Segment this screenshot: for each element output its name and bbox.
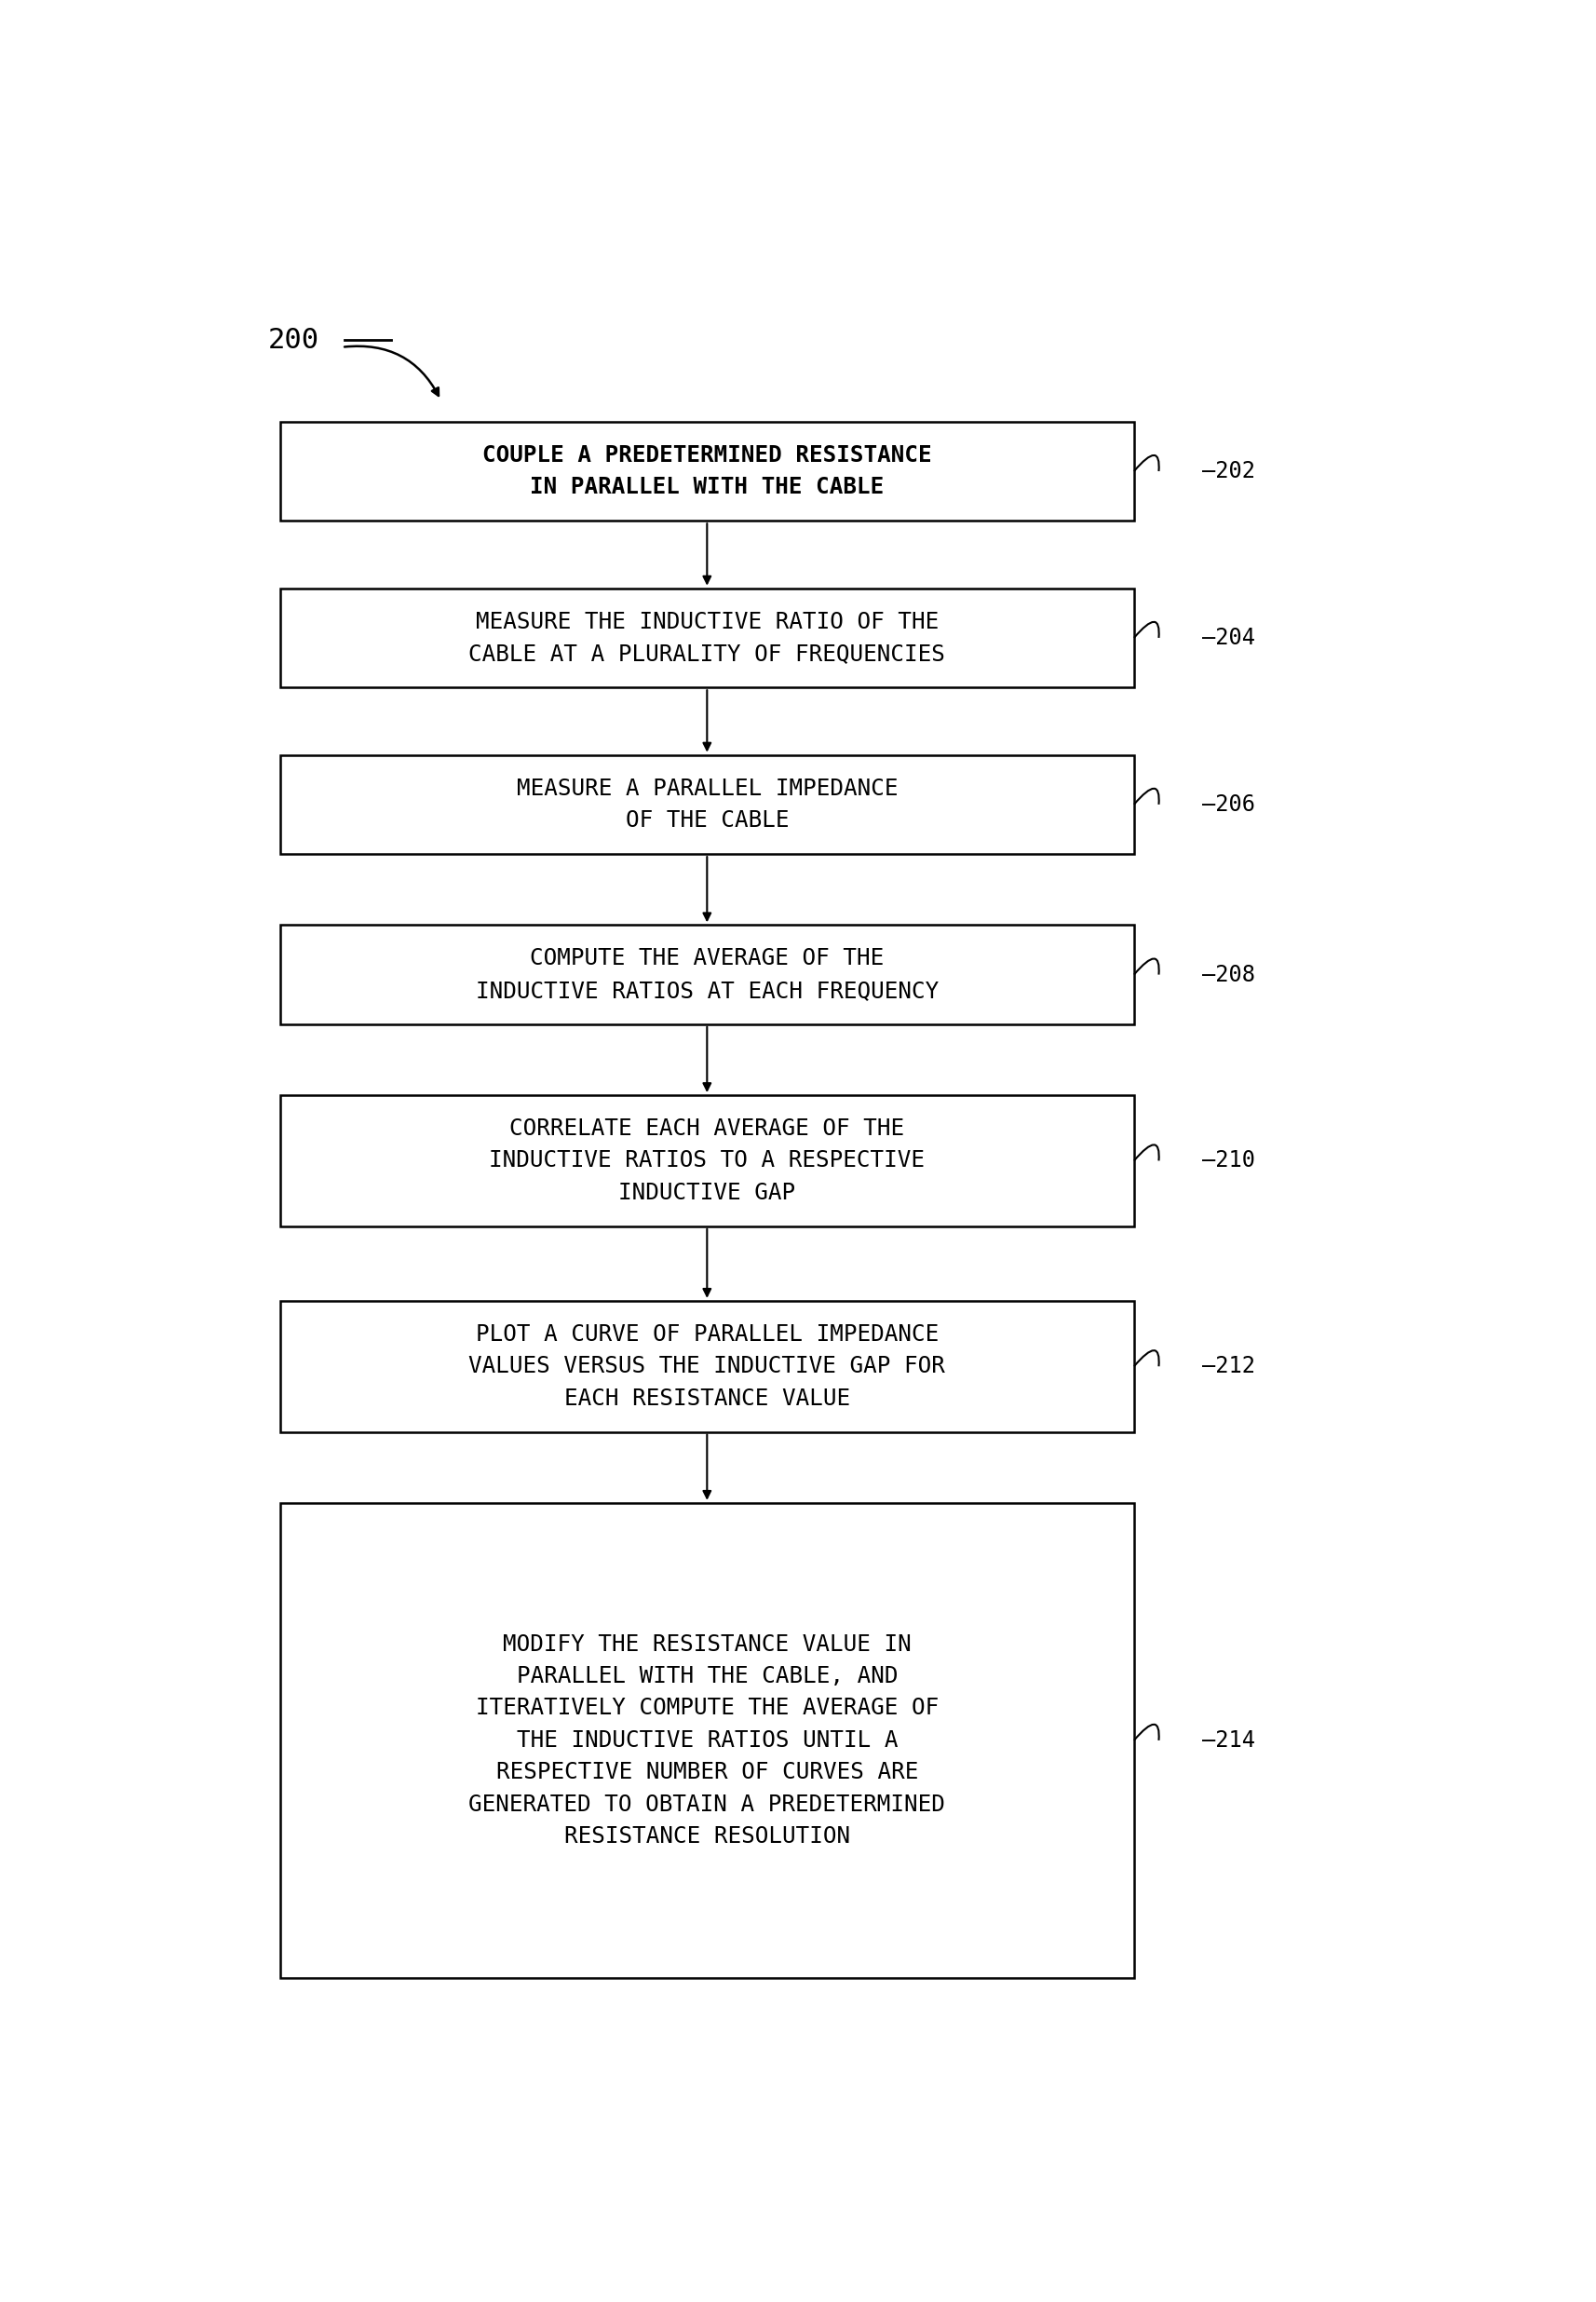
Bar [279, 1503, 1133, 1977]
Text: PLOT A CURVE OF PARALLEL IMPEDANCE
VALUES VERSUS THE INDUCTIVE GAP FOR
EACH RESI: PLOT A CURVE OF PARALLEL IMPEDANCE VALUE… [469, 1324, 945, 1409]
Bar [279, 589, 1133, 688]
Text: MEASURE A PARALLEL IMPEDANCE
OF THE CABLE: MEASURE A PARALLEL IMPEDANCE OF THE CABL… [516, 778, 897, 831]
Bar [279, 755, 1133, 854]
Text: —210: —210 [1202, 1149, 1254, 1172]
Text: —208: —208 [1202, 965, 1254, 985]
Text: —212: —212 [1202, 1356, 1254, 1377]
Text: —214: —214 [1202, 1729, 1254, 1752]
Text: COUPLE A PREDETERMINED RESISTANCE
IN PARALLEL WITH THE CABLE: COUPLE A PREDETERMINED RESISTANCE IN PAR… [482, 444, 930, 500]
Text: COMPUTE THE AVERAGE OF THE
INDUCTIVE RATIOS AT EACH FREQUENCY: COMPUTE THE AVERAGE OF THE INDUCTIVE RAT… [476, 948, 938, 1001]
Text: CORRELATE EACH AVERAGE OF THE
INDUCTIVE RATIOS TO A RESPECTIVE
INDUCTIVE GAP: CORRELATE EACH AVERAGE OF THE INDUCTIVE … [488, 1116, 924, 1204]
Text: —206: —206 [1202, 794, 1254, 815]
Text: MODIFY THE RESISTANCE VALUE IN
PARALLEL WITH THE CABLE, AND
ITERATIVELY COMPUTE : MODIFY THE RESISTANCE VALUE IN PARALLEL … [469, 1632, 945, 1849]
Text: 200: 200 [268, 327, 319, 355]
Text: —202: —202 [1202, 460, 1254, 483]
Bar [279, 925, 1133, 1024]
Bar [279, 1096, 1133, 1227]
Bar [279, 1301, 1133, 1432]
Text: MEASURE THE INDUCTIVE RATIO OF THE
CABLE AT A PLURALITY OF FREQUENCIES: MEASURE THE INDUCTIVE RATIO OF THE CABLE… [469, 610, 945, 665]
Bar [279, 421, 1133, 520]
Text: —204: —204 [1202, 626, 1254, 649]
